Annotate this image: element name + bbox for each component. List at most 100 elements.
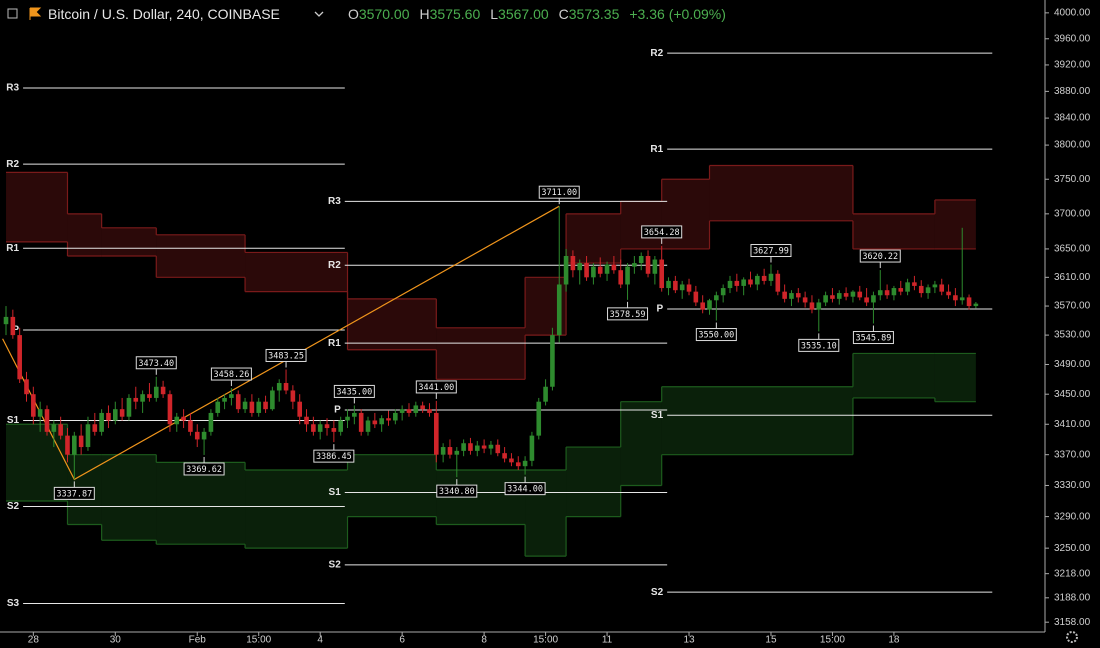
price-label: 3435.00 — [336, 387, 372, 397]
label-box — [859, 249, 901, 263]
candle-body — [570, 255, 576, 271]
label-box — [135, 356, 177, 370]
candle-body — [160, 386, 166, 395]
candle-body — [577, 263, 583, 271]
candle-body — [795, 293, 801, 298]
y-tick-label: 3840.00 — [1054, 113, 1091, 124]
candle-body — [420, 405, 425, 410]
candle-body — [604, 264, 610, 274]
candle-body — [317, 424, 323, 432]
candle-body — [126, 397, 132, 417]
candle-body — [611, 264, 617, 271]
symbol-flag[interactable] — [29, 7, 42, 20]
candle-body — [304, 416, 309, 425]
candle-body — [959, 297, 965, 301]
candle-body — [727, 280, 733, 289]
band-step — [661, 179, 710, 249]
x-tick-label: 18 — [888, 635, 900, 646]
candle-body — [440, 447, 446, 455]
candle-body — [734, 280, 740, 286]
band-step — [566, 447, 621, 517]
candle-body — [133, 397, 139, 402]
label-box — [852, 331, 894, 345]
y-tick-label: 3158.00 — [1054, 617, 1091, 628]
candle-body — [912, 282, 917, 286]
x-tick-label: 15:00 — [820, 635, 845, 646]
candle-body — [563, 255, 569, 285]
ohlc-value: 3573.35 — [568, 6, 620, 22]
candle-body — [830, 295, 835, 299]
x-tick-label: 15:00 — [533, 635, 558, 646]
candle-body — [99, 412, 104, 432]
candle-body — [174, 416, 180, 425]
ohlc-value: 3567.00 — [498, 6, 549, 22]
band-step — [156, 234, 246, 278]
pivot-label: R2 — [650, 48, 663, 59]
price-label: 3441.00 — [418, 383, 454, 393]
candle-body — [891, 288, 897, 296]
candle-body — [748, 279, 753, 285]
candle-body — [256, 401, 262, 413]
label-box — [415, 380, 457, 394]
candle-body — [946, 291, 951, 296]
candle-body — [761, 275, 767, 281]
candle-body — [488, 444, 494, 449]
band-step — [709, 386, 853, 455]
pivot-label: S1 — [7, 415, 20, 426]
panel-icon[interactable] — [7, 8, 18, 19]
pivot-label: P — [656, 304, 663, 315]
candle-body — [188, 420, 193, 432]
candle-body — [556, 284, 562, 336]
pivot-label: R1 — [328, 338, 341, 349]
candle-body — [686, 284, 692, 292]
pivot-label: R1 — [650, 144, 663, 155]
candle-body — [140, 394, 145, 402]
candle-body — [474, 445, 480, 451]
price-label: 3545.89 — [856, 334, 892, 344]
band-step — [620, 201, 662, 249]
pivot-label: R3 — [328, 196, 341, 207]
settings-icon[interactable] — [1066, 631, 1078, 643]
price-label: 3458.26 — [213, 370, 249, 380]
price-label: 3620.22 — [862, 252, 898, 262]
band-step — [934, 353, 976, 402]
ohlc-value: 3570.00 — [358, 6, 410, 22]
price-label: 3337.87 — [56, 489, 92, 499]
candle-body — [31, 394, 36, 417]
symbol-dropdown[interactable] — [314, 11, 324, 17]
x-tick-label: 4 — [317, 635, 323, 646]
candle-body — [741, 279, 746, 286]
label-box — [333, 384, 375, 398]
band-step — [245, 252, 348, 292]
y-tick-label: 3650.00 — [1054, 244, 1091, 255]
candle-body — [65, 435, 70, 455]
band-step — [661, 386, 710, 455]
y-tick-label: 3920.00 — [1054, 60, 1091, 71]
candle-body — [147, 394, 152, 398]
candle-body — [461, 443, 466, 451]
candle-body — [242, 401, 248, 410]
band-step — [566, 213, 621, 264]
y-tick-label: 3960.00 — [1054, 33, 1091, 44]
candle-body — [877, 290, 883, 296]
candle-body — [44, 409, 50, 432]
candle-body — [509, 458, 514, 463]
y-tick-label: 3800.00 — [1054, 140, 1091, 151]
candle-body — [413, 405, 419, 413]
candle-body — [918, 285, 924, 294]
candle-body — [399, 409, 405, 413]
candle-body — [386, 418, 391, 421]
y-tick-label: 3410.00 — [1054, 419, 1091, 430]
candle-body — [966, 297, 972, 307]
candle-body — [85, 424, 91, 448]
price-label: 3654.28 — [644, 228, 680, 238]
price-label: 3473.40 — [138, 359, 174, 369]
band-step — [709, 165, 853, 221]
x-tick-label: Feb — [189, 635, 207, 646]
band-step — [620, 401, 662, 486]
candle-body — [276, 383, 282, 391]
pivot-label: S1 — [651, 410, 664, 421]
x-tick-label: 30 — [110, 635, 122, 646]
pivot-label: R2 — [328, 260, 341, 271]
